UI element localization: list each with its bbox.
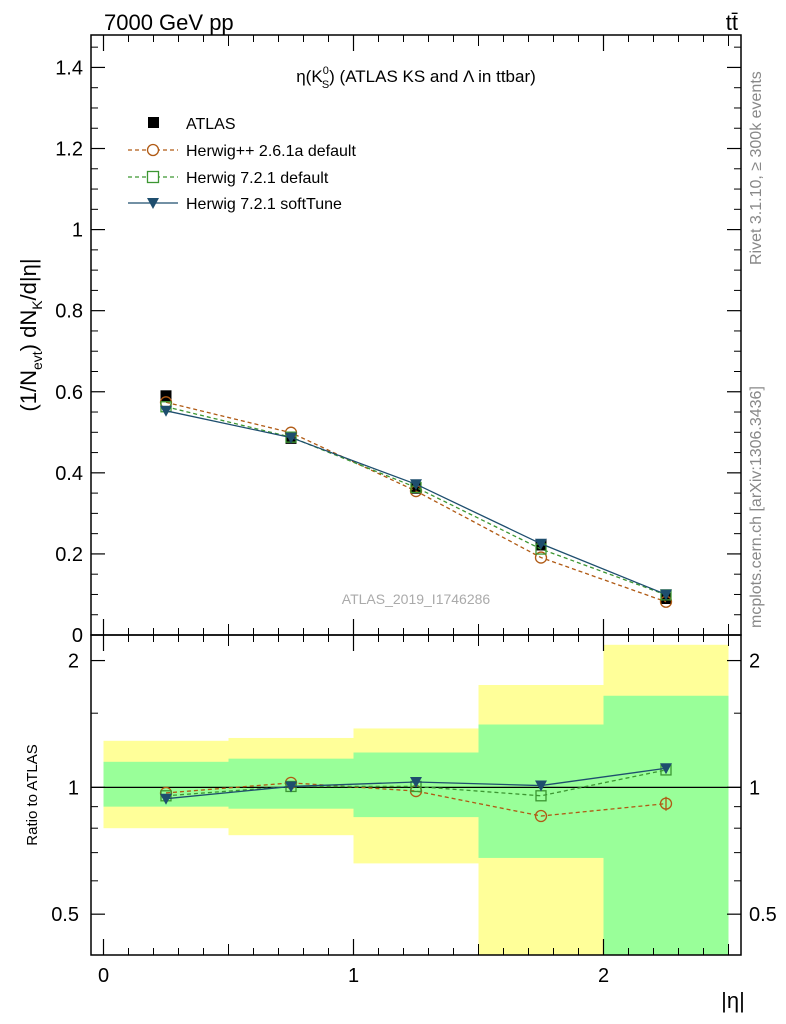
data-point-herwig-7-2-1-softtune bbox=[660, 589, 672, 601]
ratio-point-herwig-7-2-1-softtune bbox=[535, 780, 547, 792]
data-point-herwig-7-2-1-softtune bbox=[410, 479, 422, 491]
ratio-frame bbox=[90, 634, 742, 956]
legend-marker-herwigpp bbox=[146, 143, 160, 157]
legend-marker-atlas bbox=[148, 117, 159, 128]
main-y-tick-label: 0.8 bbox=[55, 301, 83, 323]
main-x-ticks bbox=[102, 35, 729, 635]
data-point-herwig-7-2-1-softtune bbox=[160, 405, 172, 417]
analysis-watermark: ATLAS_2019_I1746286 bbox=[342, 591, 491, 607]
main-y-tick-label: 0 bbox=[72, 625, 83, 647]
legend-label-atlas: ATLAS bbox=[186, 116, 236, 133]
x-axis-label: |η| bbox=[721, 988, 745, 1013]
ratio-y-tick-label: 1 bbox=[68, 777, 79, 799]
ratio-point-herwig-7-2-1-softtune bbox=[660, 763, 672, 775]
legend: ATLAS Herwig++ 2.6.1a default Herwig 7.2… bbox=[128, 116, 356, 213]
main-y-tick-label: 0.2 bbox=[55, 544, 83, 566]
main-panel: 0 0.2 0.4 0.6 0.8 1 1.2 1.4 η(K0 S) (ATLAS KS an… bbox=[16, 34, 742, 647]
ratio-point-herwig-2-6-1a-default bbox=[534, 809, 548, 823]
mcplots-label: mcplots.cern.ch [arXiv:1306.3436] bbox=[748, 386, 765, 628]
legend-label-herwig721: Herwig 7.2.1 default bbox=[186, 170, 329, 187]
legend-label-softtune: Herwig 7.2.1 softTune bbox=[186, 196, 342, 213]
main-series bbox=[159, 390, 673, 608]
ratio-y-ticks: 0.5 0.5 1 1 2 2 bbox=[51, 651, 777, 956]
ratio-y-tick-label: 0.5 bbox=[51, 904, 79, 926]
ratio-panel: 0.5 0.5 1 1 2 2 0 1 2 Ratio to ATLAS |η| bbox=[24, 634, 777, 1013]
legend-marker-herwig721 bbox=[146, 170, 160, 184]
main-y-ticks: 0 0.2 0.4 0.6 0.8 1 1.2 1.4 bbox=[55, 46, 741, 647]
ratio-point-herwig-2-6-1a-default bbox=[659, 797, 673, 810]
rivet-label: Rivet 3.1.10, ≥ 300k events bbox=[748, 71, 765, 265]
ratio-point-herwig-7-2-1-softtune bbox=[160, 793, 172, 805]
ratio-line-herwig-2-6-1a-default bbox=[165, 782, 667, 817]
main-y-tick-label: 1 bbox=[72, 220, 83, 242]
legend-marker-softtune bbox=[147, 198, 159, 209]
energy-label: 7000 GeV pp bbox=[104, 10, 234, 35]
main-y-tick-label: 0.6 bbox=[55, 382, 83, 404]
main-y-tick-label: 0.4 bbox=[55, 463, 83, 485]
ratio-y-tick-label-right: 1 bbox=[749, 777, 760, 799]
legend-label-herwigpp: Herwig++ 2.6.1a default bbox=[186, 143, 356, 160]
ratio-y-tick-label-right: 0.5 bbox=[749, 904, 777, 926]
main-y-tick-label: 1.4 bbox=[55, 57, 83, 79]
process-label: tt̄ bbox=[726, 10, 738, 35]
ratio-x-ticks: 0 1 2 bbox=[98, 635, 729, 987]
series-line-herwig-7-2-1-default bbox=[165, 406, 667, 596]
data-point-herwig-2-6-1a-default bbox=[534, 551, 548, 564]
ratio-point-herwig-7-2-1-softtune bbox=[285, 781, 297, 793]
ratio-x-tick-label: 1 bbox=[348, 965, 359, 987]
ratio-y-axis-label: Ratio to ATLAS bbox=[24, 744, 41, 845]
ratio-x-tick-label: 0 bbox=[98, 965, 109, 987]
uncertainty-band-inner bbox=[603, 695, 729, 955]
ratio-bands bbox=[103, 644, 729, 955]
ratio-y-tick-label-right: 2 bbox=[749, 651, 760, 673]
ratio-series bbox=[159, 763, 673, 823]
data-point-atlas bbox=[160, 390, 172, 402]
chart-title: η(K0 S) (ATLAS KS and Λ in ttbar) bbox=[296, 65, 536, 91]
data-point-herwig-7-2-1-softtune bbox=[535, 538, 547, 550]
ratio-y-tick-label: 2 bbox=[68, 651, 79, 673]
ratio-point-herwig-7-2-1-softtune bbox=[410, 776, 422, 788]
ratio-x-tick-label: 2 bbox=[598, 965, 609, 987]
data-point-herwig-7-2-1-softtune bbox=[285, 432, 297, 444]
series-line-herwig-2-6-1a-default bbox=[165, 401, 667, 603]
main-y-tick-label: 1.2 bbox=[55, 139, 83, 161]
main-y-axis-label: (1/Nevt) dNK/d|η| bbox=[16, 258, 45, 411]
